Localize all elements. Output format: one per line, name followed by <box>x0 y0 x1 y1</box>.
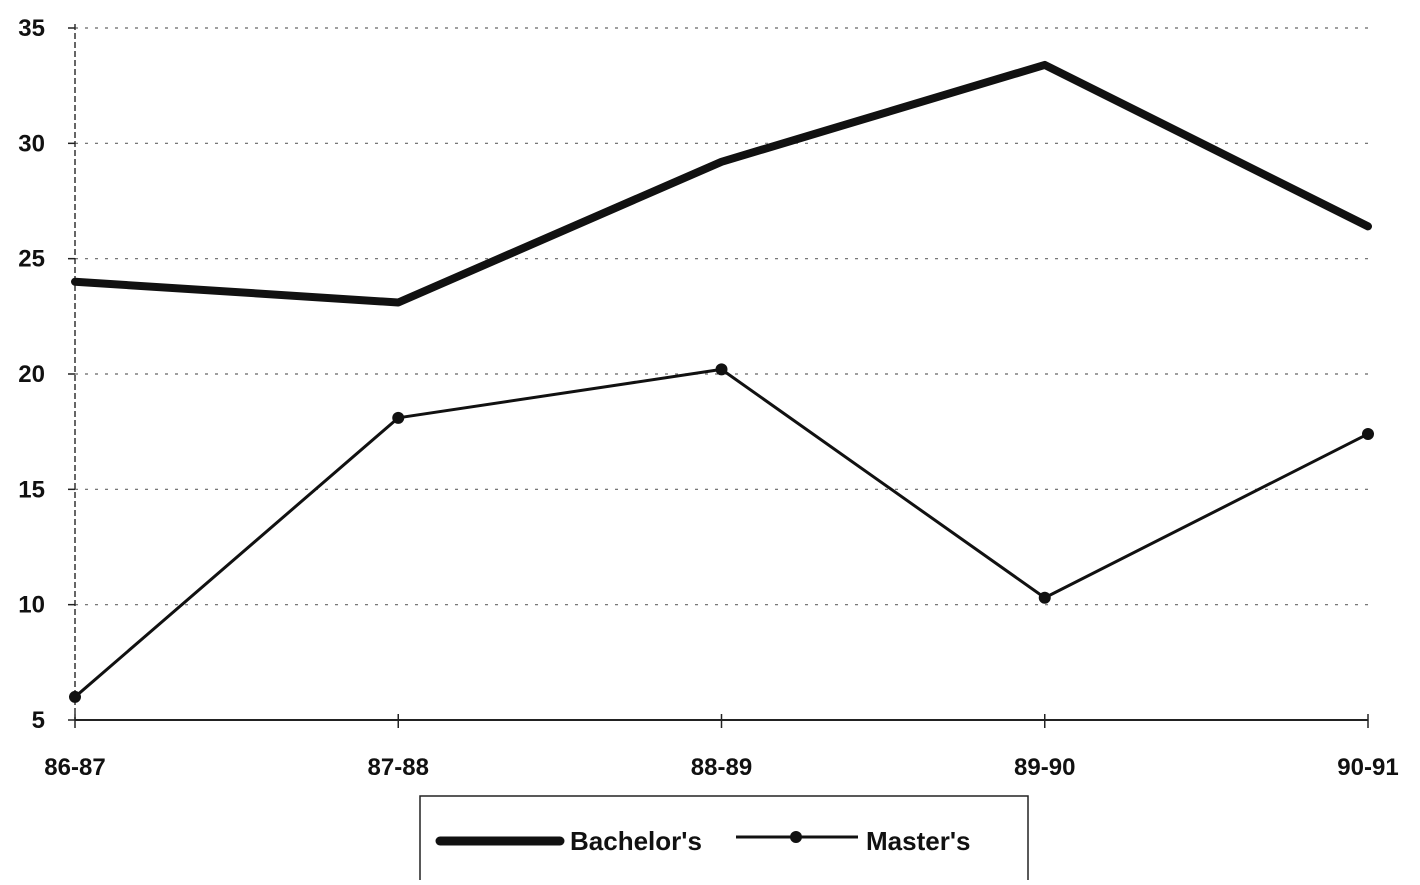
data-point-masters <box>715 363 728 376</box>
x-tick-label: 87-88 <box>368 754 429 781</box>
x-tick-label: 86-87 <box>44 754 105 781</box>
y-tick-labels: 5 10 15 20 25 30 35 <box>18 15 45 734</box>
series-line-bachelors <box>71 60 1372 307</box>
data-point-masters <box>1362 427 1374 440</box>
y-tick-label: 15 <box>18 476 45 503</box>
y-tick-label: 30 <box>18 130 45 157</box>
legend-marker-masters <box>790 831 802 843</box>
data-point-masters <box>1038 591 1051 604</box>
series-line-masters <box>73 367 1370 699</box>
x-tick-label: 90-91 <box>1337 754 1398 781</box>
x-tick-label: 88-89 <box>691 754 752 781</box>
legend-box <box>419 795 1029 885</box>
y-tick-label: 20 <box>18 361 45 388</box>
x-tick-label: 89-90 <box>1014 754 1075 781</box>
legend: Bachelor's Master's <box>419 795 1029 885</box>
x-tick-labels: 86-87 87-88 88-89 89-90 90-91 <box>44 754 1398 781</box>
data-point-masters <box>69 690 81 703</box>
legend-label-bachelors: Bachelor's <box>570 826 702 856</box>
gridlines <box>75 27 1368 606</box>
series-lines <box>69 60 1374 703</box>
y-tick-label: 25 <box>18 246 45 273</box>
y-tick-label: 10 <box>18 592 45 619</box>
legend-label-masters: Master's <box>866 826 970 856</box>
y-tick-label: 5 <box>32 707 45 734</box>
data-point-masters <box>392 411 405 424</box>
y-tick-label: 35 <box>18 15 45 42</box>
axes <box>68 24 1369 728</box>
